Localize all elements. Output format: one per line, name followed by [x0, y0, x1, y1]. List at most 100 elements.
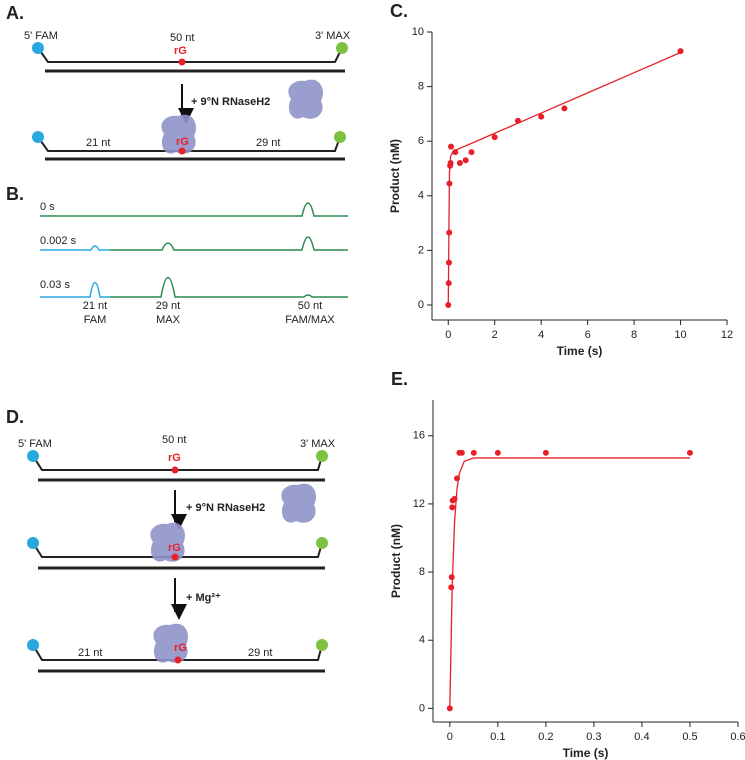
data-point	[448, 574, 455, 581]
panel-label: E.	[391, 369, 408, 389]
panel-d: D. 5' FAM 50 nt rG 3' MAX + 9°N RNaseH2 …	[6, 407, 336, 673]
rg-site	[171, 553, 179, 561]
fit-line	[447, 51, 681, 305]
fam-dye	[32, 131, 44, 143]
y-tick-label: 4	[418, 190, 424, 202]
label: + 9°N RNaseH2	[191, 96, 270, 108]
label: 21 nt	[78, 647, 102, 659]
rg-site	[174, 656, 182, 664]
peak-label: 29 nt	[156, 300, 180, 312]
y-tick-label: 8	[419, 566, 425, 578]
data-point	[470, 449, 477, 456]
label: rG	[176, 136, 189, 148]
label: + Mg²⁺	[186, 592, 221, 604]
strand	[32, 455, 323, 471]
rg-site	[171, 466, 179, 474]
max-dye	[336, 42, 348, 54]
y-tick-label: 16	[413, 430, 425, 442]
x-tick-label: 12	[721, 329, 733, 341]
panel-label: A.	[6, 3, 24, 23]
peak-label: FAM/MAX	[285, 314, 335, 326]
y-tick-label: 0	[418, 299, 424, 311]
y-tick-label: 10	[412, 26, 424, 38]
rg-site	[178, 147, 186, 155]
fam-dye	[27, 450, 39, 462]
max-dye	[316, 450, 328, 462]
data-point	[491, 134, 498, 141]
enzyme	[281, 483, 317, 523]
peak-label: FAM	[84, 314, 107, 326]
trace	[110, 236, 348, 251]
x-tick-label: 4	[538, 329, 544, 341]
label: 21 nt	[86, 137, 110, 149]
enzyme	[288, 79, 324, 119]
max-dye	[316, 537, 328, 549]
y-tick-label: 4	[419, 634, 425, 646]
peak-label: 50 nt	[298, 300, 322, 312]
time-label: 0.002 s	[40, 235, 77, 247]
data-point	[456, 160, 463, 167]
fam-dye	[32, 42, 44, 54]
label: 5' FAM	[18, 438, 52, 450]
y-axis-title: Product (nM)	[388, 139, 402, 213]
panel-label: B.	[6, 184, 24, 204]
label: 50 nt	[162, 434, 186, 446]
y-tick-label: 8	[418, 81, 424, 93]
x-tick-label: 8	[631, 329, 637, 341]
trace	[40, 202, 348, 217]
data-point	[458, 449, 465, 456]
x-tick-label: 6	[585, 329, 591, 341]
data-point	[448, 143, 455, 150]
fam-dye	[27, 537, 39, 549]
peak-label: MAX	[156, 314, 181, 326]
max-dye	[316, 639, 328, 651]
y-tick-label: 0	[419, 702, 425, 714]
rg-site	[178, 58, 186, 66]
data-point	[538, 113, 545, 120]
label: rG	[174, 642, 187, 654]
label: 29 nt	[256, 137, 280, 149]
y-tick-label: 12	[413, 498, 425, 510]
x-tick-label: 0	[445, 329, 451, 341]
data-point	[462, 157, 469, 164]
time-label: 0 s	[40, 201, 55, 213]
strand	[37, 136, 341, 152]
strand	[37, 47, 343, 63]
label: rG	[174, 45, 187, 57]
x-tick-label: 10	[674, 329, 686, 341]
x-axis-title: Time (s)	[557, 344, 603, 358]
x-tick-label: 0	[447, 731, 453, 743]
y-tick-label: 2	[418, 244, 424, 256]
label: rG	[168, 542, 181, 554]
y-tick-label: 6	[418, 135, 424, 147]
label: rG	[168, 452, 181, 464]
data-point	[542, 449, 549, 456]
data-point	[448, 584, 455, 591]
x-tick-label: 0.6	[730, 731, 745, 743]
label: 29 nt	[248, 647, 272, 659]
label: 50 nt	[170, 32, 194, 44]
trace	[110, 276, 348, 298]
panel-label: D.	[6, 407, 24, 427]
max-dye	[334, 131, 346, 143]
label: 3' MAX	[315, 30, 351, 42]
fam-dye	[27, 639, 39, 651]
enzyme	[161, 114, 197, 154]
data-point	[468, 149, 475, 156]
panel-label: C.	[390, 1, 408, 21]
data-point	[561, 105, 568, 112]
label: 3' MAX	[300, 438, 336, 450]
panel-b: B. 0 s 0.002 s 0.03 s 21 nt FAM 29 nt MA…	[6, 184, 348, 326]
x-tick-label: 0.3	[586, 731, 601, 743]
x-axis-title: Time (s)	[563, 746, 609, 760]
y-axis-title: Product (nM)	[389, 524, 403, 598]
peak-label: 21 nt	[83, 300, 107, 312]
x-tick-label: 0.1	[490, 731, 505, 743]
trace	[40, 245, 110, 251]
trace	[40, 281, 110, 298]
label: + 9°N RNaseH2	[186, 502, 265, 514]
label: 5' FAM	[24, 30, 58, 42]
data-point	[494, 449, 501, 456]
x-tick-label: 2	[492, 329, 498, 341]
